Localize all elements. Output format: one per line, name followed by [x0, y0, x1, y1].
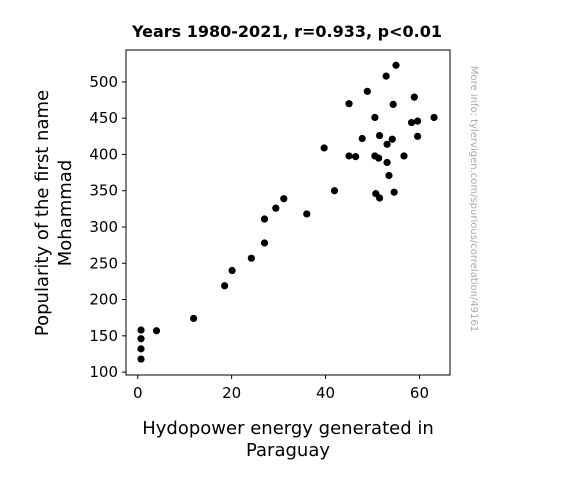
- data-point: [260, 215, 269, 223]
- plot-area-frame: [125, 49, 451, 376]
- y-tick-label: 400: [89, 145, 118, 163]
- data-point: [345, 100, 353, 108]
- data-point: [383, 158, 391, 167]
- data-point: [358, 134, 366, 143]
- y-tick-label: 500: [89, 73, 118, 91]
- data-point: [414, 132, 422, 140]
- data-point: [414, 117, 422, 125]
- data-point: [375, 194, 384, 202]
- y-axis-ticks: 100 150 200 250 300 350 400 450 500: [89, 73, 126, 381]
- y-tick-label: 350: [89, 182, 118, 200]
- y-tick-label: 300: [89, 218, 118, 236]
- data-point: [330, 187, 339, 195]
- y-axis-title-line-1: Popularity of the first name: [32, 90, 53, 336]
- data-point: [137, 326, 145, 334]
- data-point: [272, 204, 280, 212]
- data-point: [385, 171, 393, 180]
- y-tick-label: 450: [89, 109, 118, 127]
- data-point: [190, 314, 198, 323]
- data-point: [430, 113, 438, 122]
- data-point: [407, 118, 416, 127]
- x-axis-title-line-1: Hydopower energy generated in: [142, 418, 434, 439]
- x-tick-label: 40: [316, 384, 335, 402]
- y-axis-title-line-2: Mohammad: [55, 160, 76, 267]
- data-point: [280, 195, 288, 203]
- y-tick-label: 150: [89, 327, 118, 345]
- data-point: [382, 72, 390, 80]
- data-point: [345, 152, 353, 160]
- data-point: [137, 345, 145, 353]
- chart-title: Years 1980-2021, r=0.933, p<0.01: [131, 22, 442, 41]
- data-point: [228, 266, 236, 275]
- data-point: [137, 335, 145, 343]
- data-point: [410, 93, 418, 101]
- data-point: [389, 100, 397, 109]
- data-point: [375, 132, 384, 140]
- data-point: [371, 113, 379, 122]
- data-point: [400, 152, 408, 160]
- x-tick-label: 0: [133, 384, 143, 402]
- data-point: [137, 355, 145, 363]
- data-point: [392, 61, 400, 69]
- data-point: [152, 327, 161, 335]
- data-point: [320, 144, 328, 152]
- y-tick-label: 200: [89, 291, 118, 309]
- data-point: [388, 135, 396, 143]
- data-points: [137, 61, 438, 363]
- data-point: [383, 140, 391, 148]
- x-tick-label: 60: [410, 384, 429, 402]
- x-axis-ticks: 0 20 40 60: [133, 375, 429, 402]
- data-point: [375, 154, 383, 162]
- source-note: More info: tylervigen.com/spurious/corre…: [468, 66, 479, 332]
- data-point: [260, 239, 269, 247]
- y-tick-label: 250: [89, 254, 118, 272]
- y-tick-label: 100: [89, 363, 118, 381]
- x-axis-title-line-2: Paraguay: [246, 440, 330, 461]
- x-tick-label: 20: [222, 384, 241, 402]
- data-point: [363, 87, 371, 95]
- data-point: [247, 254, 255, 262]
- data-point: [221, 282, 229, 290]
- data-point: [303, 210, 311, 218]
- data-point: [352, 153, 360, 161]
- data-point: [390, 188, 398, 196]
